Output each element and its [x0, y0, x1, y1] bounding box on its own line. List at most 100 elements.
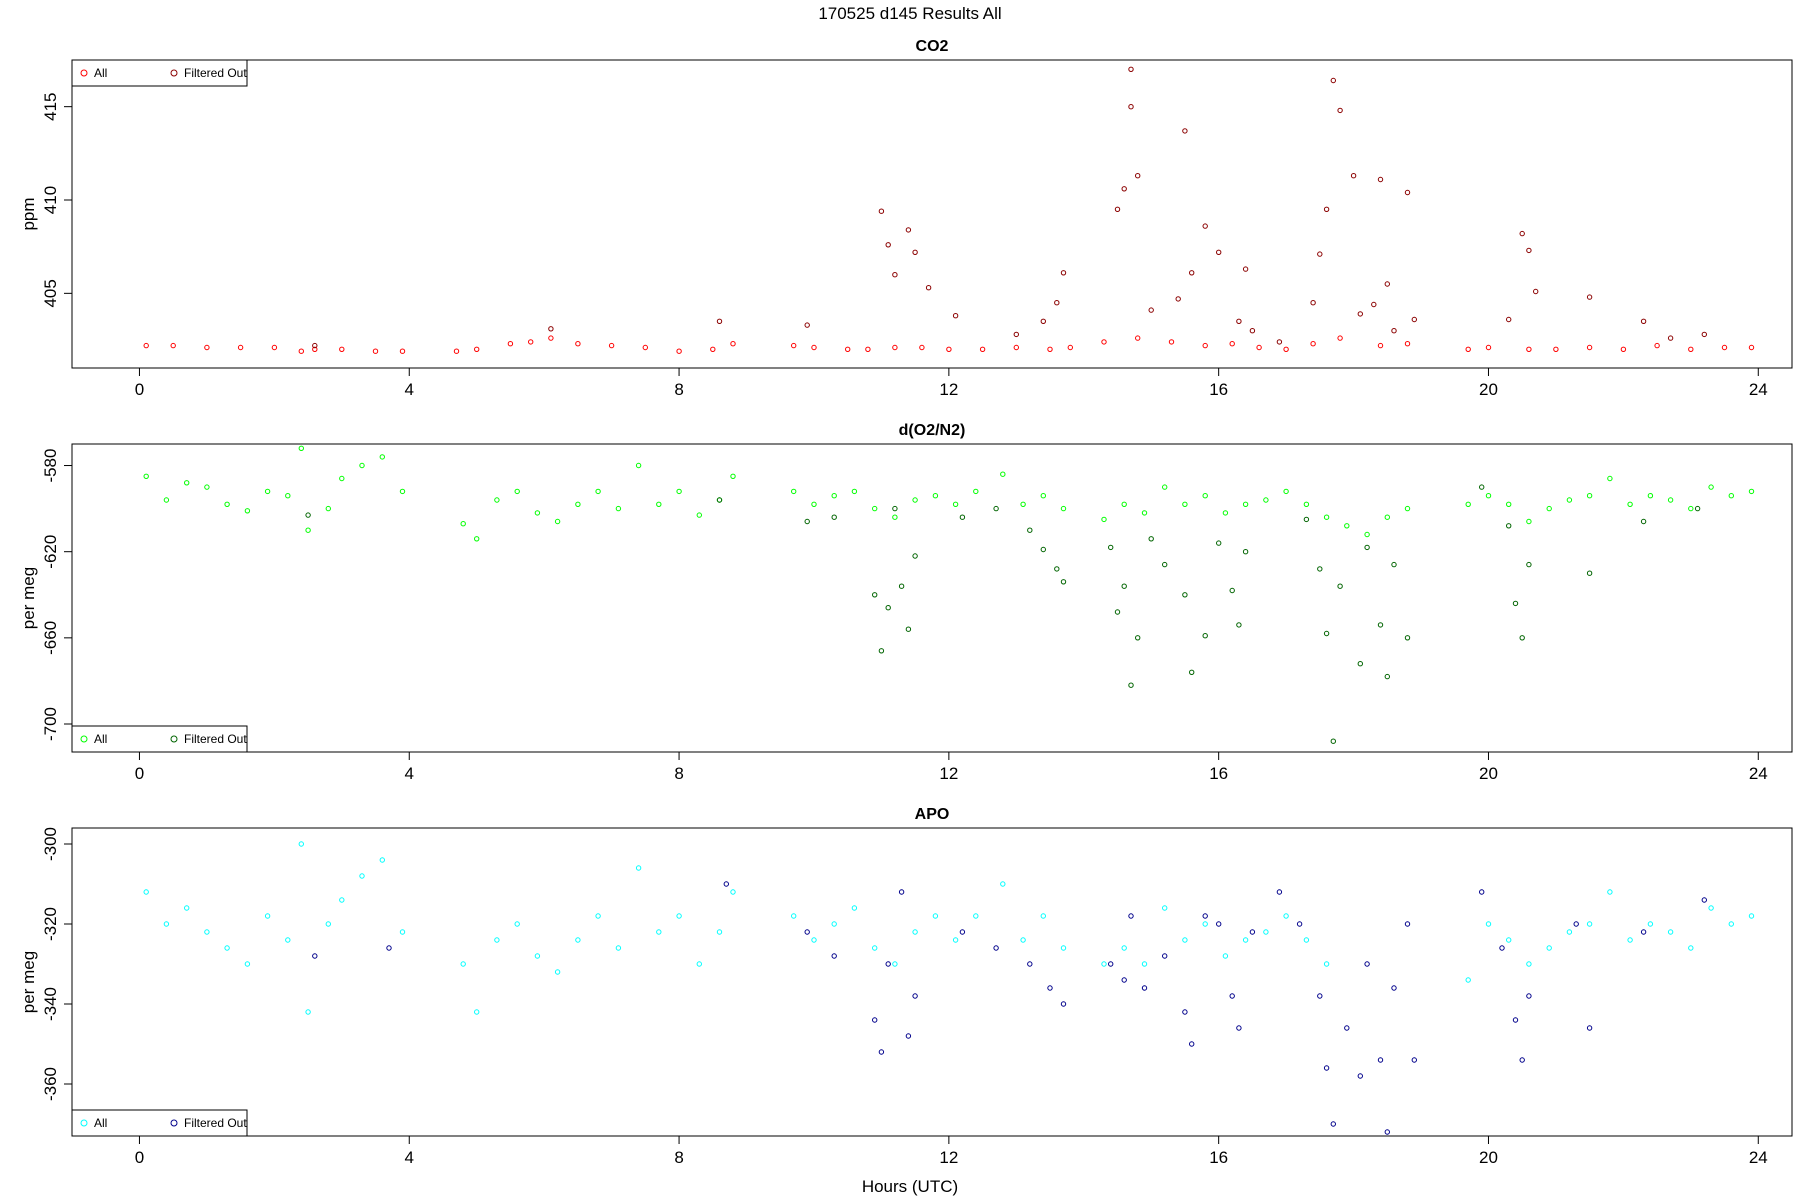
- data-point: [656, 501, 662, 507]
- data-point: [676, 348, 682, 354]
- data-point: [676, 488, 682, 495]
- data-point: [1330, 77, 1337, 84]
- data-point: [1060, 505, 1067, 512]
- data-point: [534, 510, 541, 516]
- data-point: [1384, 673, 1391, 680]
- data-point: [1242, 501, 1249, 507]
- data-point: [912, 553, 918, 559]
- data-point: [1586, 344, 1593, 351]
- data-point: [1667, 335, 1674, 341]
- data-point: [1607, 889, 1613, 895]
- data-point: [1182, 1009, 1188, 1015]
- data-point: [1236, 318, 1242, 324]
- data-point: [932, 913, 939, 919]
- x-tick-label: 8: [674, 764, 683, 783]
- data-point: [1384, 514, 1391, 520]
- data-point: [831, 921, 837, 927]
- data-point: [993, 505, 999, 512]
- data-point: [1364, 544, 1370, 551]
- data-point: [1728, 921, 1735, 927]
- data-point: [1135, 173, 1141, 179]
- data-point: [339, 346, 345, 352]
- data-point: [1499, 945, 1505, 951]
- data-point: [305, 512, 311, 518]
- x-tick-label: 0: [135, 380, 144, 399]
- data-point: [912, 993, 918, 999]
- data-point: [1148, 536, 1154, 542]
- data-point: [973, 913, 979, 919]
- data-point: [548, 335, 554, 341]
- y-tick-label: -360: [41, 1067, 60, 1101]
- data-point: [1377, 1057, 1384, 1063]
- data-point: [676, 913, 682, 919]
- data-point: [1384, 281, 1391, 287]
- x-tick-label: 24: [1749, 1148, 1768, 1167]
- data-point: [1114, 206, 1121, 213]
- data-point: [339, 475, 345, 482]
- data-point: [244, 508, 251, 514]
- data-point: [1465, 501, 1471, 507]
- legend-label: All: [94, 732, 107, 746]
- data-point: [1526, 518, 1532, 525]
- data-point: [163, 497, 170, 503]
- data-point: [575, 341, 581, 347]
- data-point: [1526, 993, 1532, 999]
- data-point: [1249, 929, 1256, 935]
- x-tick-label: 20: [1479, 1148, 1498, 1167]
- data-point: [237, 344, 244, 351]
- series-apo-all: [143, 841, 1755, 1015]
- data-point: [905, 227, 912, 233]
- data-point: [312, 953, 318, 959]
- data-point: [1647, 921, 1654, 927]
- data-point: [1391, 328, 1397, 334]
- data-point: [1506, 501, 1512, 507]
- data-point: [1141, 985, 1148, 991]
- plot-frame-co2: [71, 59, 1793, 369]
- data-point: [1526, 561, 1532, 568]
- data-point: [359, 873, 365, 879]
- data-point: [642, 344, 648, 351]
- x-tick-label: 0: [135, 1148, 144, 1167]
- data-point: [1350, 173, 1357, 179]
- data-point: [892, 961, 898, 967]
- data-point: [1013, 344, 1019, 351]
- y-tick-label: 405: [41, 279, 60, 307]
- data-point: [1128, 104, 1134, 110]
- data-point: [379, 454, 385, 460]
- data-point: [1323, 961, 1330, 967]
- data-point: [1216, 249, 1222, 256]
- data-point: [696, 512, 702, 518]
- data-point: [1701, 897, 1708, 903]
- data-point: [1229, 341, 1235, 347]
- data-point: [716, 497, 723, 503]
- data-point: [1546, 505, 1552, 512]
- data-point: [1283, 913, 1289, 919]
- data-point: [1141, 510, 1148, 516]
- x-tick-label: 8: [674, 1148, 683, 1167]
- data-point: [1303, 937, 1310, 943]
- data-point: [716, 318, 723, 324]
- data-point: [898, 583, 905, 589]
- legend-marker: [170, 1119, 178, 1127]
- data-point: [1202, 913, 1208, 919]
- data-point: [1242, 549, 1249, 555]
- data-point: [811, 501, 817, 507]
- data-point: [1721, 344, 1728, 351]
- data-point: [1512, 1017, 1519, 1023]
- data-point: [1202, 921, 1208, 927]
- data-point: [1189, 270, 1195, 276]
- data-point: [1027, 961, 1033, 967]
- data-point: [1344, 523, 1350, 529]
- data-point: [1512, 600, 1519, 607]
- data-point: [1060, 945, 1067, 951]
- data-point: [595, 488, 601, 495]
- data-point: [1040, 546, 1047, 553]
- data-point: [1242, 937, 1249, 943]
- legend-marker: [80, 1119, 88, 1127]
- data-point: [872, 592, 878, 598]
- data-point: [878, 208, 885, 214]
- figure-title: 170525 d145 Results All: [818, 4, 1001, 23]
- data-point: [885, 961, 891, 967]
- data-point: [1377, 622, 1384, 628]
- data-point: [339, 897, 345, 903]
